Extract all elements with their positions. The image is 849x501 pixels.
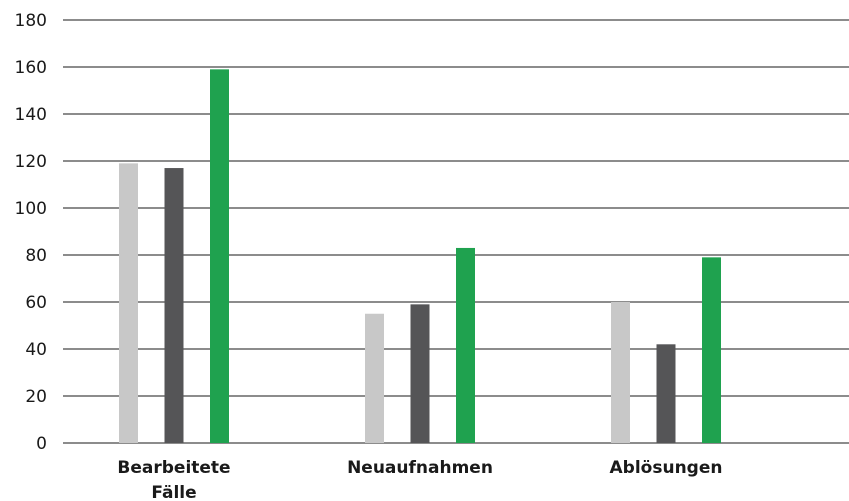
bar-series2-cat2 xyxy=(410,304,430,443)
bar-series2-cat1 xyxy=(164,168,184,444)
y-tick-label: 80 xyxy=(25,246,47,266)
bar-series3-cat2 xyxy=(456,247,475,443)
x-category-label: Ablösungen xyxy=(610,458,723,478)
y-tick-label: 160 xyxy=(15,58,47,78)
bar-series1-cat1 xyxy=(119,163,138,443)
y-tick-label: 40 xyxy=(25,340,47,360)
bar-series3-cat3 xyxy=(702,257,721,443)
y-tick-label: 20 xyxy=(25,387,47,407)
y-tick-label: 120 xyxy=(15,152,47,172)
x-category-label: Neuaufnahmen xyxy=(347,458,493,478)
y-tick-label: 100 xyxy=(15,199,47,219)
x-category-label: Bearbeitete xyxy=(117,458,230,478)
y-axis-ticks: 0 20 40 60 80 100 120 140 160 180 xyxy=(15,11,47,454)
x-category-label: Fälle xyxy=(151,483,196,501)
x-axis-labels: Bearbeitete Fälle Neuaufnahmen Ablösungen xyxy=(117,458,722,501)
bar-series1-cat2 xyxy=(365,313,384,443)
bar-series2-cat3 xyxy=(656,344,676,443)
y-tick-label: 140 xyxy=(15,105,47,125)
bars xyxy=(119,69,721,444)
bar-series1-cat3 xyxy=(611,302,630,443)
y-tick-label: 180 xyxy=(15,11,47,31)
bar-series3-cat1 xyxy=(210,69,229,443)
y-tick-label: 60 xyxy=(25,293,47,313)
y-tick-label: 0 xyxy=(36,434,47,454)
